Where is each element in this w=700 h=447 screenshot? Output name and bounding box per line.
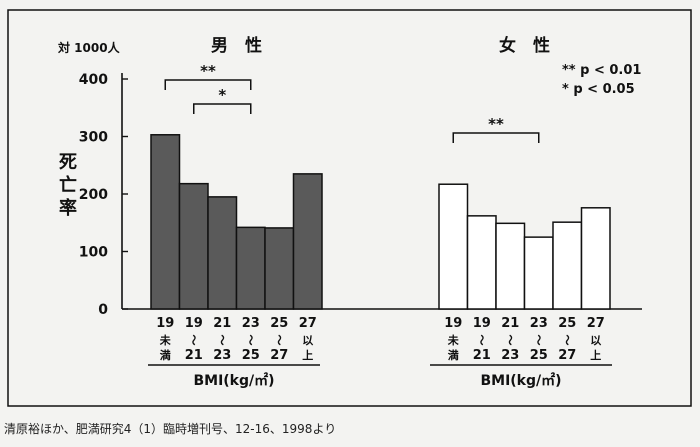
x-tick-label-part: 25 xyxy=(242,348,260,363)
x-tick-label-part: 27 xyxy=(558,348,576,363)
x-tick-label-part: 〜 xyxy=(272,335,285,346)
y-tick-label: 0 xyxy=(98,302,108,318)
legend: ** p < 0.01 * p < 0.05 xyxy=(562,63,641,97)
panel-title: 男 性 xyxy=(211,35,262,56)
bar xyxy=(495,222,526,310)
bar xyxy=(438,183,469,310)
x-tick-label-part: 21 xyxy=(501,316,519,331)
y-axis-title-char: 死 xyxy=(59,152,77,173)
x-tick-label: 23 〜 25 xyxy=(530,316,548,363)
x-tick-label: 19 未満 xyxy=(444,316,462,362)
panel-male: 男 性 19 未満 19 〜 21 21 〜 23 23 〜 25 25 〜 27 27 以上 BMI(kg/㎡)… xyxy=(148,35,323,389)
frame xyxy=(7,9,692,407)
panels: 男 性19未満19〜2121〜2323〜2525〜2727以上BMI(kg/㎡)… xyxy=(148,35,612,389)
x-tick-label-part: 満 xyxy=(160,348,171,362)
y-tick-label: 400 xyxy=(79,72,108,88)
significance-bracket: ** xyxy=(452,115,540,143)
x-tick-label-part: 未 xyxy=(159,333,172,347)
x-axis-title: BMI(kg/㎡) xyxy=(480,372,561,389)
x-tick-label-part: 19 xyxy=(185,316,203,331)
y-tick-label: 200 xyxy=(79,187,108,203)
bar xyxy=(235,226,266,310)
x-tick-label-part: 27 xyxy=(270,348,288,363)
significance-bracket: ** xyxy=(164,62,252,90)
x-tick-label-part: 19 xyxy=(444,316,462,331)
source-citation: 清原裕ほか、肥満研究4（1）臨時増刊号、12-16、1998より xyxy=(4,422,337,436)
bracket-line xyxy=(164,79,252,90)
x-tick-label-part: 21 xyxy=(213,316,231,331)
bar xyxy=(466,215,497,310)
x-tick-label-part: 上 xyxy=(590,348,601,362)
x-tick-label-part: 23 xyxy=(501,348,519,363)
y-axis-title: 死亡率 xyxy=(59,152,77,219)
x-tick-label-part: 満 xyxy=(448,348,459,362)
significance-bracket: * xyxy=(193,86,252,114)
y-tick-label: 300 xyxy=(79,130,108,146)
x-tick-label-part: 〜 xyxy=(187,335,200,346)
x-tick-label-part: 25 xyxy=(558,316,576,331)
x-tick-label: 23 〜 25 xyxy=(242,316,260,363)
x-tick-label-part: 23 xyxy=(242,316,260,331)
legend-entry: * p < 0.05 xyxy=(562,82,635,97)
panel-female: 女 性 19 未満 19 〜 21 21 〜 23 23 〜 25 25 〜 27 27 以上 BMI(kg/㎡)… xyxy=(430,35,612,389)
bracket-line xyxy=(452,132,540,143)
y-tick-label: 100 xyxy=(79,245,108,261)
x-tick-label-part: 19 xyxy=(473,316,491,331)
x-tick-label: 27 以上 xyxy=(587,316,605,362)
x-tick-label-part: 19 xyxy=(156,316,174,331)
panel-title: 女 性 xyxy=(499,35,550,56)
bar xyxy=(292,173,323,310)
x-tick-label-part: 以 xyxy=(302,334,313,347)
x-tick-label: 25 〜 27 xyxy=(270,316,288,363)
bar xyxy=(150,134,181,310)
y-axis-title-char: 亡 xyxy=(59,174,77,196)
bracket-label: ** xyxy=(488,115,504,133)
y-axis: 対 1000人 0 100 200 300 400 xyxy=(57,40,642,318)
legend-entry: ** p < 0.01 xyxy=(562,63,641,78)
y-axis-title-char: 率 xyxy=(59,197,77,219)
x-tick-label-part: 上 xyxy=(302,348,313,362)
x-tick-label: 19 〜 21 xyxy=(473,316,491,363)
x-tick-label-part: 23 xyxy=(213,348,231,363)
bar xyxy=(523,236,554,310)
y-unit-label: 対 1000人 xyxy=(57,40,121,55)
x-tick-label-part: 25 xyxy=(530,348,548,363)
bracket-label: ** xyxy=(200,62,216,80)
x-tick-label-part: 21 xyxy=(473,348,491,363)
x-tick-label: 21 〜 23 xyxy=(213,316,231,363)
x-tick-label: 27 以上 xyxy=(299,316,317,362)
bracket-label: * xyxy=(218,86,226,104)
x-tick-label: 25 〜 27 xyxy=(558,316,576,363)
x-tick-label-part: 25 xyxy=(270,316,288,331)
x-tick-label-part: 〜 xyxy=(560,335,573,346)
x-tick-label-part: 21 xyxy=(185,348,203,363)
bar xyxy=(178,182,209,310)
x-tick-label-part: 23 xyxy=(530,316,548,331)
x-tick-label: 21 〜 23 xyxy=(501,316,519,363)
x-tick-label-part: 〜 xyxy=(503,335,516,346)
bracket-line xyxy=(193,103,252,114)
x-tick-label: 19 未満 xyxy=(156,316,174,362)
bar xyxy=(207,196,238,310)
x-tick-label-part: 〜 xyxy=(215,335,228,346)
x-tick-label-part: 以 xyxy=(590,334,601,347)
x-tick-label: 19 〜 21 xyxy=(185,316,203,363)
x-tick-label-part: 未 xyxy=(447,333,460,347)
x-tick-label-part: 〜 xyxy=(475,335,488,346)
bar xyxy=(580,207,611,310)
x-axis-title: BMI(kg/㎡) xyxy=(193,372,274,389)
x-tick-label-part: 〜 xyxy=(532,335,545,346)
x-tick-label-part: 27 xyxy=(587,316,605,331)
bar xyxy=(264,227,295,310)
bar xyxy=(552,221,583,310)
x-tick-label-part: 27 xyxy=(299,316,317,331)
x-tick-label-part: 〜 xyxy=(244,335,257,346)
